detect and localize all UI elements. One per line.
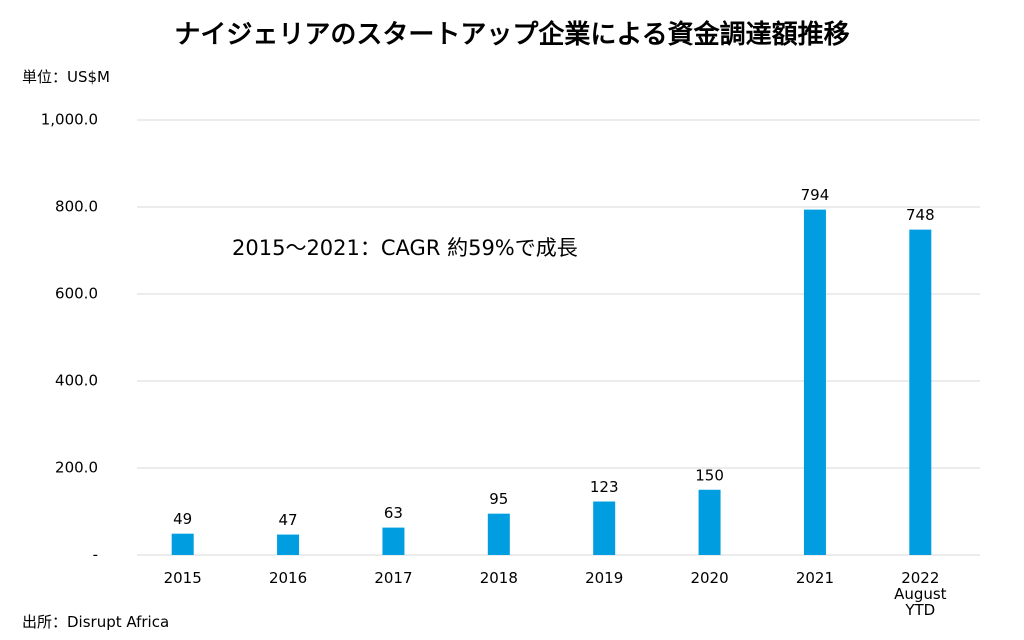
source: 出所：Disrupt Africa — [22, 613, 170, 631]
value-label: 49 — [173, 510, 192, 528]
x-tick-label: 2021 — [795, 569, 835, 587]
value-label: 95 — [489, 490, 508, 508]
annotation: 2015～2021：CAGR 約59%で成長 — [232, 236, 578, 260]
value-label: 123 — [590, 478, 619, 496]
x-tick-label: 2019 — [585, 569, 624, 587]
y-tick-label: - — [93, 546, 98, 564]
bar — [803, 209, 826, 556]
bar — [593, 501, 616, 555]
x-tick-label: 2016 — [268, 569, 308, 587]
y-tick-label: 600.0 — [55, 285, 98, 303]
value-label: 150 — [695, 466, 724, 484]
x-tick-label: 2022 August YTD — [894, 569, 947, 619]
x-tick-label: 2017 — [374, 569, 413, 587]
bar — [382, 527, 405, 555]
value-label: 794 — [801, 186, 830, 204]
chart-title: ナイジェリアのスタートアップ企業による資金調達額推移 — [174, 20, 850, 50]
y-tick-label: 1,000.0 — [41, 111, 98, 129]
bar — [698, 489, 721, 555]
bar — [487, 513, 510, 555]
bar — [277, 534, 300, 555]
x-tick-label: 2018 — [479, 569, 518, 587]
bar — [909, 229, 932, 555]
unit-label: 単位：US$M — [22, 68, 110, 86]
y-tick-label: 400.0 — [55, 372, 98, 390]
value-label: 47 — [279, 511, 298, 529]
x-tick-label: 2015 — [163, 569, 202, 587]
value-label: 748 — [906, 206, 935, 224]
x-tick-label: 2020 — [690, 569, 729, 587]
y-tick-label: 200.0 — [55, 459, 98, 477]
value-label: 63 — [384, 504, 403, 522]
y-tick-label: 800.0 — [55, 198, 98, 216]
bar — [171, 533, 194, 555]
